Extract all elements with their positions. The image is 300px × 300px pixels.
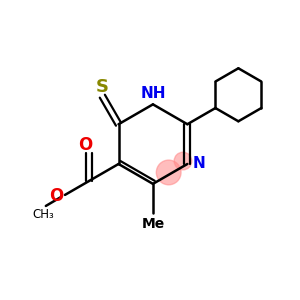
- Text: O: O: [50, 188, 64, 206]
- Text: Me: Me: [141, 217, 165, 231]
- Text: O: O: [78, 136, 92, 154]
- Text: N: N: [192, 157, 205, 172]
- Circle shape: [174, 152, 192, 170]
- Text: S: S: [96, 78, 109, 96]
- Text: CH₃: CH₃: [32, 208, 54, 221]
- Circle shape: [156, 160, 181, 185]
- Text: NH: NH: [140, 86, 166, 101]
